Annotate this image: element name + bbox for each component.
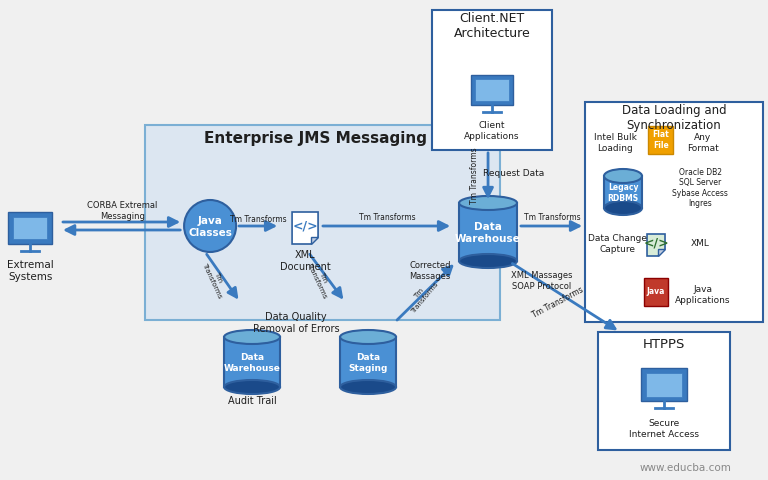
Bar <box>340 337 396 387</box>
Text: Tm
Transforms: Tm Transforms <box>201 258 229 299</box>
Ellipse shape <box>604 202 642 216</box>
Text: Data
Warehouse: Data Warehouse <box>455 222 521 243</box>
Text: Tm Transforms: Tm Transforms <box>359 213 415 222</box>
Bar <box>8 213 52 244</box>
Text: Tm Transforms: Tm Transforms <box>524 213 581 222</box>
Text: Data Change
Capture: Data Change Capture <box>588 234 647 253</box>
Polygon shape <box>292 213 318 244</box>
Text: Java
Classes: Java Classes <box>188 216 232 237</box>
Bar <box>648 127 673 155</box>
Ellipse shape <box>224 380 280 394</box>
Text: Intel Bulk
Loading: Intel Bulk Loading <box>594 133 637 152</box>
Text: Legacy
RDBMS: Legacy RDBMS <box>607 183 638 202</box>
Text: Audit Trail: Audit Trail <box>227 395 276 405</box>
Text: Data
Staging: Data Staging <box>349 353 388 372</box>
Text: Java
Applications: Java Applications <box>675 285 731 304</box>
Text: Data
Warehouse: Data Warehouse <box>223 353 280 372</box>
Ellipse shape <box>340 330 396 344</box>
Text: Secure
Internet Access: Secure Internet Access <box>629 419 699 438</box>
Ellipse shape <box>224 330 280 344</box>
Text: www.educba.com: www.educba.com <box>639 462 731 472</box>
Bar <box>646 373 682 397</box>
Bar <box>224 337 280 387</box>
Text: Client
Applications: Client Applications <box>465 121 520 141</box>
Text: XML
Document: XML Document <box>280 250 330 271</box>
Text: </>: </> <box>293 219 318 232</box>
Text: XML: XML <box>690 239 710 248</box>
Polygon shape <box>658 250 665 256</box>
Bar <box>475 80 509 102</box>
Circle shape <box>184 201 236 252</box>
Ellipse shape <box>340 380 396 394</box>
Text: XML Massages
SOAP Protocol: XML Massages SOAP Protocol <box>511 271 573 290</box>
Text: Flat
File: Flat File <box>653 130 670 149</box>
Text: Enterprise JMS Messaging: Enterprise JMS Messaging <box>204 131 426 146</box>
Bar <box>644 278 668 306</box>
Bar <box>432 11 552 151</box>
Bar <box>585 103 763 323</box>
Text: Data Loading and
Synchronization: Data Loading and Synchronization <box>622 104 727 132</box>
Bar <box>471 76 513 106</box>
Text: Tm Transforms: Tm Transforms <box>230 214 286 223</box>
Text: Corrected
Massages: Corrected Massages <box>409 261 451 280</box>
Text: Extremal
Systems: Extremal Systems <box>7 260 54 281</box>
Bar <box>13 217 47 240</box>
Text: CORBA Extremal
Messaging: CORBA Extremal Messaging <box>87 201 157 220</box>
Text: Tm
Transforms: Tm Transforms <box>306 258 334 299</box>
Text: Any
Format: Any Format <box>687 133 719 152</box>
Bar <box>641 368 687 401</box>
Text: Java: Java <box>647 287 665 296</box>
Text: Tm
Transforms: Tm Transforms <box>405 276 439 314</box>
Bar <box>604 177 642 209</box>
Text: </>: </> <box>644 236 669 249</box>
Text: Tm Transforms: Tm Transforms <box>531 285 585 320</box>
Polygon shape <box>311 238 318 244</box>
Ellipse shape <box>604 169 642 184</box>
Bar <box>459 204 517 262</box>
Text: Client.NET
Architecture: Client.NET Architecture <box>454 12 531 40</box>
Text: Oracle DB2
SQL Server
Sybase Access
Ingres: Oracle DB2 SQL Server Sybase Access Ingr… <box>672 168 728 208</box>
Text: Tm Transforms: Tm Transforms <box>469 147 478 204</box>
Ellipse shape <box>459 254 517 268</box>
Bar <box>145 126 500 320</box>
Text: HTPPS: HTPPS <box>643 338 685 351</box>
Bar <box>598 332 730 450</box>
Text: Data Quality
Removal of Errors: Data Quality Removal of Errors <box>253 312 339 333</box>
Polygon shape <box>647 235 665 256</box>
Text: Request Data: Request Data <box>483 169 545 178</box>
Ellipse shape <box>459 197 517 211</box>
